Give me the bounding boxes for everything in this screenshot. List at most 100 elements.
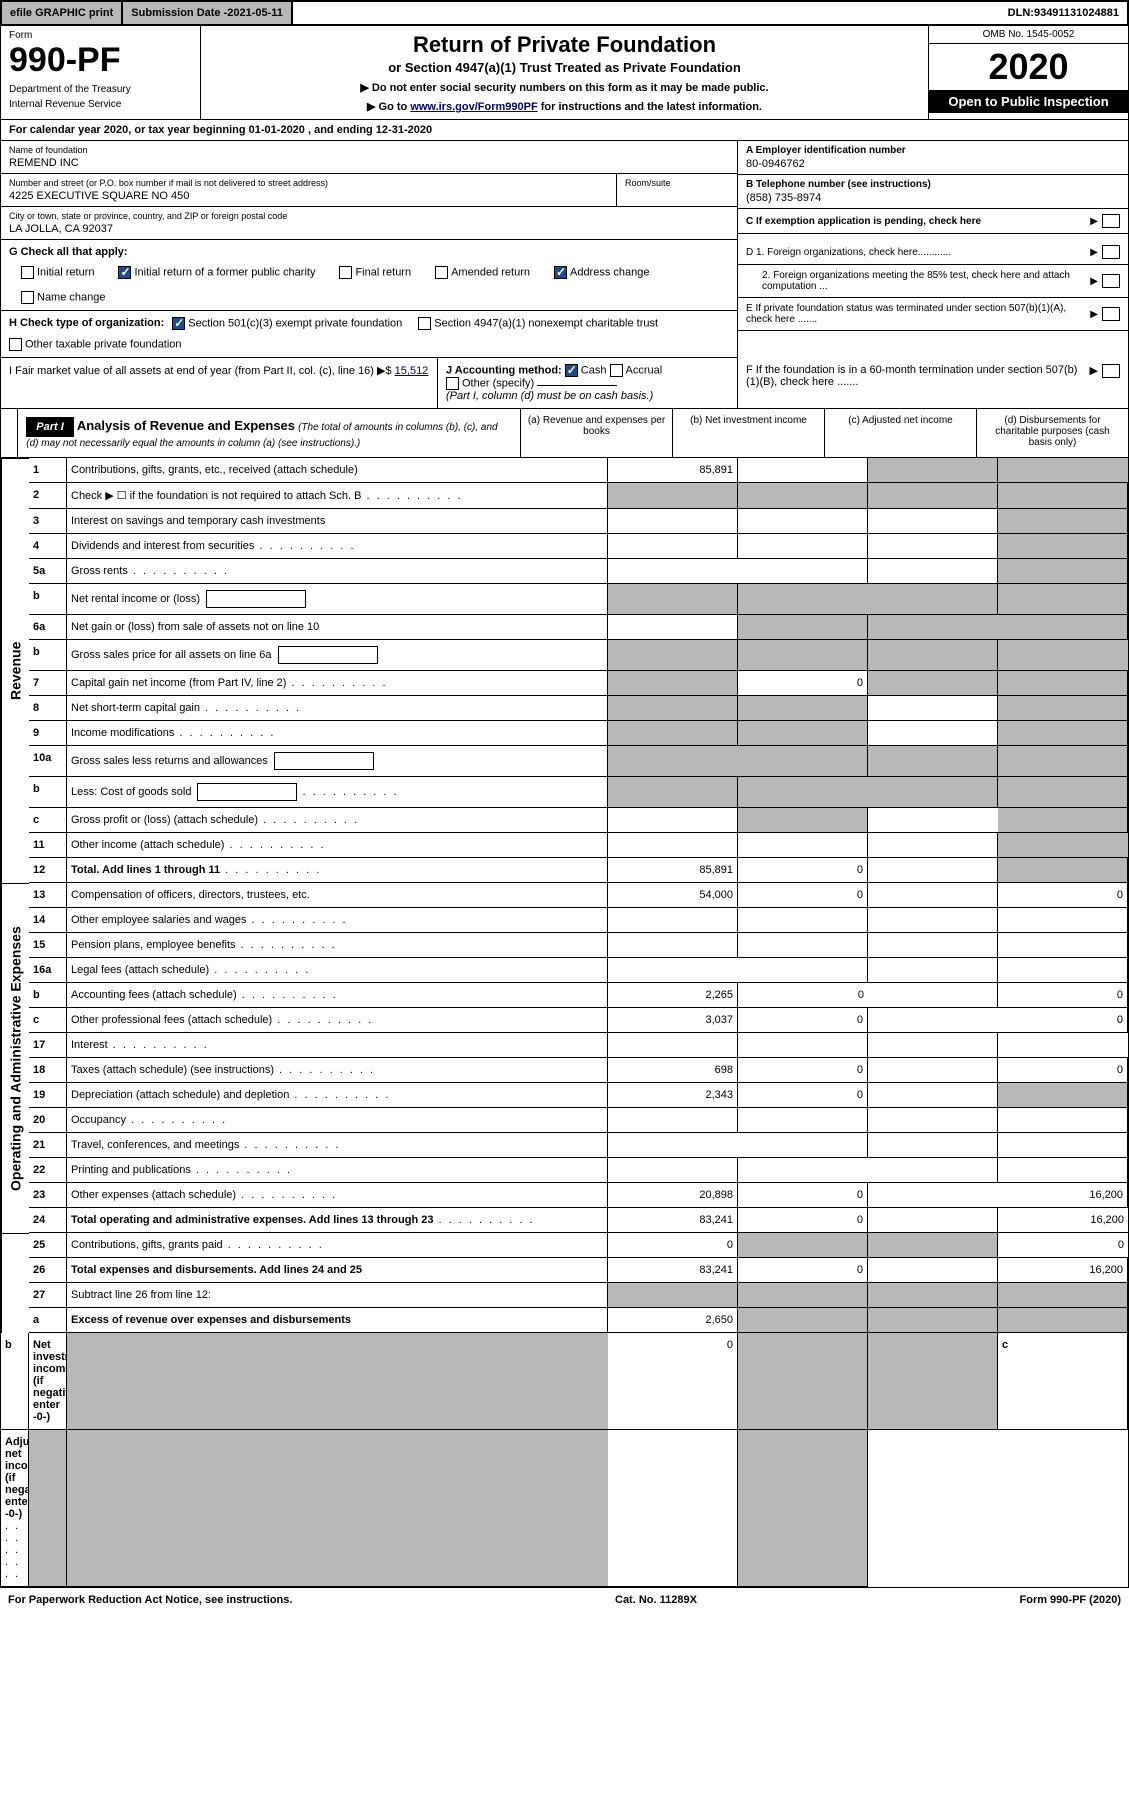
telephone: (858) 735-8974 (746, 192, 1120, 204)
initial-former-checkbox[interactable] (118, 266, 131, 279)
value-cell (738, 1133, 868, 1158)
ein: 80-0946762 (746, 158, 1120, 170)
line-desc: Subtract line 26 from line 12: (67, 1283, 608, 1308)
line-desc: Adjusted net income (if negative, enter … (1, 1430, 29, 1587)
form-header: Form 990-PF Department of the Treasury I… (0, 26, 1129, 120)
value-cell (738, 721, 868, 746)
value-cell (868, 1283, 998, 1308)
room-label: Room/suite (625, 178, 729, 188)
value-cell (608, 640, 738, 671)
line-desc: Gross sales less returns and allowances (67, 746, 608, 777)
line-desc: Occupancy (67, 1108, 608, 1133)
value-cell (868, 584, 998, 615)
dln: DLN: 93491131024881 (1000, 2, 1127, 24)
omb-number: OMB No. 1545-0052 (929, 26, 1128, 44)
f-checkbox[interactable] (1102, 364, 1120, 378)
value-cell (29, 1430, 67, 1587)
line-num: 5a (29, 559, 67, 584)
cash-checkbox[interactable] (565, 364, 578, 377)
value-cell (998, 483, 1128, 509)
col-a-header: (a) Revenue and expenses per books (521, 409, 673, 457)
page-footer: For Paperwork Reduction Act Notice, see … (0, 1587, 1129, 1612)
value-cell (608, 1158, 738, 1183)
line-num: c (29, 1008, 67, 1033)
value-cell (608, 746, 738, 777)
501c3-checkbox[interactable] (172, 317, 185, 330)
value-cell (608, 833, 738, 858)
efile-print-label[interactable]: efile GRAPHIC print (2, 2, 123, 24)
address-label: Number and street (or P.O. box number if… (9, 178, 608, 188)
line-num: 6a (29, 615, 67, 640)
value-cell (868, 833, 998, 858)
line-desc: Capital gain net income (from Part IV, l… (67, 671, 608, 696)
value-cell (738, 1333, 868, 1430)
value-cell (998, 509, 1128, 534)
form990pf-link[interactable]: www.irs.gov/Form990PF (410, 101, 537, 113)
value-cell: 16,200 (998, 1258, 1128, 1283)
value-cell (868, 483, 998, 509)
line-desc: Net gain or (loss) from sale of assets n… (67, 615, 608, 640)
line-desc: Contributions, gifts, grants paid (67, 1233, 608, 1258)
value-cell (998, 958, 1128, 983)
value-cell (608, 908, 738, 933)
value-cell (608, 534, 738, 559)
final-return-checkbox[interactable] (339, 266, 352, 279)
value-cell (608, 721, 738, 746)
expenses-side-label: Operating and Administrative Expenses (1, 883, 29, 1233)
value-cell (868, 1108, 998, 1133)
foundation-name: REMEND INC (9, 157, 729, 169)
submission-date: Submission Date - 2021-05-11 (123, 2, 293, 24)
value-cell (998, 1108, 1128, 1133)
value-cell (998, 908, 1128, 933)
value-cell (868, 559, 998, 584)
value-cell (608, 933, 738, 958)
other-method-checkbox[interactable] (446, 377, 459, 390)
value-cell (868, 1058, 998, 1083)
value-cell (998, 458, 1128, 483)
value-cell (738, 908, 868, 933)
value-cell (738, 458, 868, 483)
value-cell: 0 (998, 883, 1128, 908)
value-cell: 0 (738, 883, 868, 908)
amended-return-checkbox[interactable] (435, 266, 448, 279)
j-label: J Accounting method: (446, 364, 562, 376)
value-cell: 85,891 (608, 858, 738, 883)
address-change-checkbox[interactable] (554, 266, 567, 279)
d1-label: D 1. Foreign organizations, check here..… (746, 247, 1086, 258)
value-cell (868, 534, 998, 559)
line-num: b (29, 584, 67, 615)
d2-checkbox[interactable] (1102, 274, 1120, 288)
initial-return-checkbox[interactable] (21, 266, 34, 279)
line-desc: Pension plans, employee benefits (67, 933, 608, 958)
line-num: 27 (29, 1283, 67, 1308)
value-cell (738, 1233, 868, 1258)
value-cell (998, 584, 1128, 615)
line-desc: Total operating and administrative expen… (67, 1208, 608, 1233)
value-cell (998, 559, 1128, 584)
accrual-checkbox[interactable] (610, 364, 623, 377)
other-taxable-checkbox[interactable] (9, 338, 22, 351)
line-desc: Accounting fees (attach schedule) (67, 983, 608, 1008)
value-cell (868, 1208, 998, 1233)
value-cell (868, 1308, 998, 1333)
exemption-checkbox[interactable] (1102, 214, 1120, 228)
value-cell (868, 1158, 998, 1183)
d1-checkbox[interactable] (1102, 245, 1120, 259)
value-cell (998, 534, 1128, 559)
e-checkbox[interactable] (1102, 307, 1120, 321)
value-cell (738, 808, 868, 833)
col-c-header: (c) Adjusted net income (825, 409, 977, 457)
value-cell (608, 1283, 738, 1308)
line-num: 11 (29, 833, 67, 858)
value-cell (738, 1158, 868, 1183)
value-cell: 2,265 (608, 983, 738, 1008)
4947a1-checkbox[interactable] (418, 317, 431, 330)
i-label: I Fair market value of all assets at end… (9, 365, 395, 377)
value-cell (868, 983, 998, 1008)
name-change-checkbox[interactable] (21, 291, 34, 304)
value-cell: 698 (608, 1058, 738, 1083)
line-num: a (29, 1308, 67, 1333)
value-cell (868, 458, 998, 483)
form-label: Form (9, 30, 192, 41)
address: 4225 EXECUTIVE SQUARE NO 450 (9, 190, 608, 202)
